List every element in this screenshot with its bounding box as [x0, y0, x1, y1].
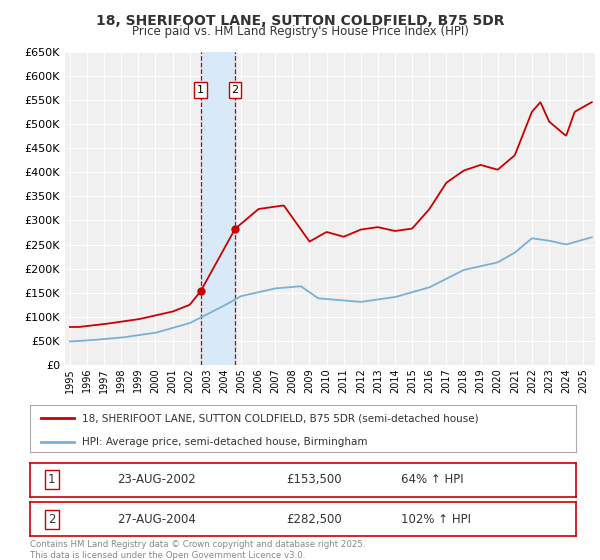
- Text: HPI: Average price, semi-detached house, Birmingham: HPI: Average price, semi-detached house,…: [82, 437, 367, 447]
- Text: 1: 1: [197, 85, 204, 95]
- Bar: [201, 52, 235, 365]
- Text: 2: 2: [232, 85, 239, 95]
- Text: 27-AUG-2004: 27-AUG-2004: [118, 512, 196, 526]
- Text: £153,500: £153,500: [287, 473, 342, 487]
- Text: 2: 2: [48, 512, 56, 526]
- Text: 1: 1: [48, 473, 56, 487]
- Text: £282,500: £282,500: [287, 512, 343, 526]
- Text: Price paid vs. HM Land Registry's House Price Index (HPI): Price paid vs. HM Land Registry's House …: [131, 25, 469, 38]
- Text: 23-AUG-2002: 23-AUG-2002: [118, 473, 196, 487]
- Text: Contains HM Land Registry data © Crown copyright and database right 2025.
This d: Contains HM Land Registry data © Crown c…: [30, 540, 365, 560]
- Text: 18, SHERIFOOT LANE, SUTTON COLDFIELD, B75 5DR (semi-detached house): 18, SHERIFOOT LANE, SUTTON COLDFIELD, B7…: [82, 413, 478, 423]
- Text: 102% ↑ HPI: 102% ↑ HPI: [401, 512, 471, 526]
- Text: 18, SHERIFOOT LANE, SUTTON COLDFIELD, B75 5DR: 18, SHERIFOOT LANE, SUTTON COLDFIELD, B7…: [96, 14, 504, 28]
- Text: 64% ↑ HPI: 64% ↑ HPI: [401, 473, 464, 487]
